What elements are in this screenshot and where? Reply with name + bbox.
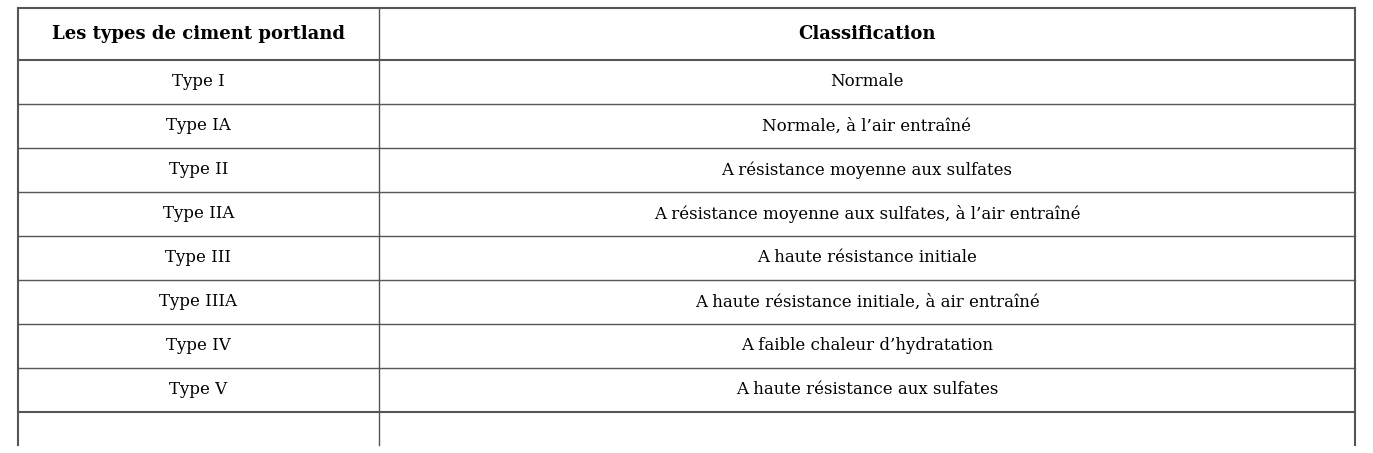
Text: A résistance moyenne aux sulfates, à l’air entraîné: A résistance moyenne aux sulfates, à l’a… — [654, 205, 1081, 223]
Text: A haute résistance initiale, à air entraîné: A haute résistance initiale, à air entra… — [695, 294, 1039, 310]
Text: Type IIA: Type IIA — [163, 206, 235, 222]
Text: Type III: Type III — [166, 250, 232, 266]
Text: Type IIIA: Type IIIA — [159, 294, 238, 310]
Text: A faible chaleur d’hydratation: A faible chaleur d’hydratation — [741, 337, 993, 355]
Text: Normale: Normale — [831, 73, 903, 91]
Text: Type IA: Type IA — [166, 117, 231, 135]
Text: Classification: Classification — [798, 25, 936, 43]
Text: Type II: Type II — [169, 162, 228, 178]
Text: A résistance moyenne aux sulfates: A résistance moyenne aux sulfates — [721, 161, 1012, 179]
Text: A haute résistance aux sulfates: A haute résistance aux sulfates — [736, 381, 998, 399]
Text: Les types de ciment portland: Les types de ciment portland — [52, 25, 345, 43]
Text: Type I: Type I — [172, 73, 225, 91]
Text: Type IV: Type IV — [166, 337, 231, 355]
Text: A haute résistance initiale: A haute résistance initiale — [757, 250, 978, 266]
Text: Type V: Type V — [169, 381, 228, 399]
Text: Normale, à l’air entraîné: Normale, à l’air entraîné — [762, 117, 972, 135]
